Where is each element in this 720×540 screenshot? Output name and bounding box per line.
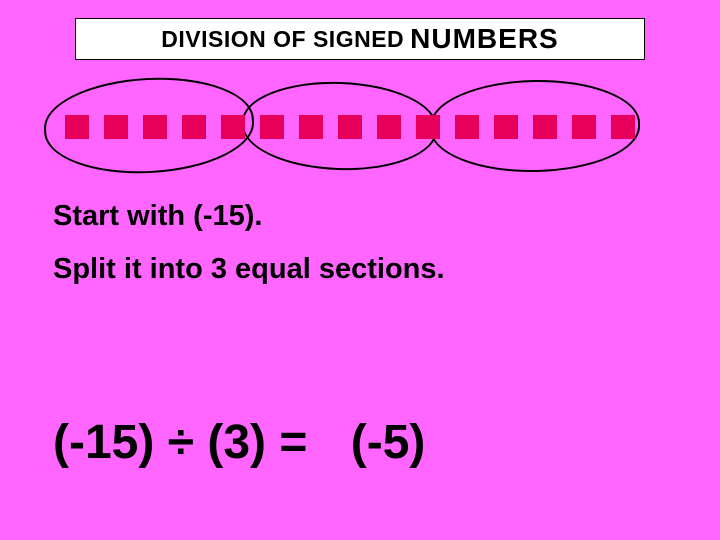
square-item <box>533 115 557 139</box>
square-item <box>494 115 518 139</box>
title-part1: DIVISION OF SIGNED <box>161 26 404 53</box>
square-item <box>416 115 440 139</box>
square-item <box>260 115 284 139</box>
square-item <box>377 115 401 139</box>
square-item <box>143 115 167 139</box>
square-item <box>299 115 323 139</box>
title-box: DIVISION OF SIGNED NUMBERS <box>75 18 645 60</box>
instruction-line-2: Split it into 3 equal sections. <box>53 253 445 286</box>
equation-left: (-15) ÷ (3) = <box>53 416 307 469</box>
equation: (-15) ÷ (3) = (-5) <box>53 415 425 470</box>
squares-container <box>65 115 635 139</box>
square-item <box>611 115 635 139</box>
square-item <box>182 115 206 139</box>
equation-result: (-5) <box>351 416 426 469</box>
title-part2: NUMBERS <box>410 23 559 55</box>
square-item <box>221 115 245 139</box>
square-item <box>104 115 128 139</box>
square-item <box>572 115 596 139</box>
square-item <box>65 115 89 139</box>
square-item <box>338 115 362 139</box>
square-item <box>455 115 479 139</box>
instruction-line-1: Start with (-15). <box>53 200 262 233</box>
